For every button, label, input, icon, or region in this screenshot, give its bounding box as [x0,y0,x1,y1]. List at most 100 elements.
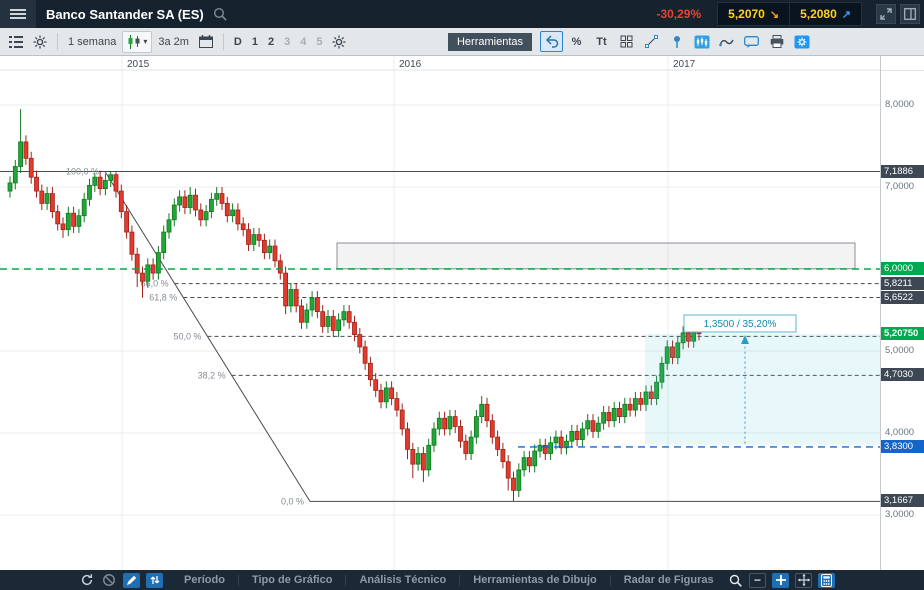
calculator-icon [821,573,832,587]
gear-icon [33,35,47,48]
gear-icon [332,35,346,48]
pan-crosshair-icon [797,574,810,586]
price-up-arrow-icon: ↗ [841,8,851,21]
menu-radar-figuras[interactable]: Radar de Figuras [623,574,714,586]
minus-icon: − [753,573,761,587]
interval-3-button[interactable]: 3 [284,35,291,48]
price-level-label: 3,8300 [881,439,924,453]
svg-text:1,3500 / 35,20%: 1,3500 / 35,20% [704,319,777,330]
menu-button[interactable] [0,0,36,28]
divider [222,33,224,50]
svg-text:50,0 %: 50,0 % [173,331,201,341]
layout-settings-button[interactable] [328,31,350,53]
refresh-icon [81,574,93,586]
divider [609,574,611,586]
svg-text:2016: 2016 [399,59,422,70]
menu-herramientas-dibujo[interactable]: Herramientas de Dibujo [473,574,597,586]
price-axis[interactable]: 8,0000 7,0000 6,0000 5,0000 4,0000 3,0000 7,18… [880,56,924,570]
callout-tool-button[interactable] [740,31,763,52]
svg-text:66,0 %: 66,0 % [141,279,169,289]
percent-scale-button[interactable]: % [571,35,582,48]
price-chart[interactable]: 2015 2016 2017 100,0 % 66,0 % 61,8 % 50,0 % 38,… [0,56,880,570]
chart-style-button[interactable]: ▾ [122,30,153,53]
pin-tool-button[interactable] [665,31,688,52]
buy-price: 5,2080 [800,7,837,21]
zoom-search-button[interactable] [729,574,742,587]
undo-button[interactable] [540,31,563,52]
plus-icon [775,575,786,585]
callout-icon [744,35,759,48]
price-level-label: 5,6522 [881,290,924,304]
svg-text:38,2 %: 38,2 % [198,370,226,380]
calendar-button[interactable] [195,31,217,53]
change-percent: -30,29% [656,7,702,21]
interval-daily-button[interactable]: D [233,35,242,48]
print-button[interactable] [765,31,788,52]
zoom-in-button[interactable] [772,572,789,588]
svg-text:2015: 2015 [127,59,150,70]
divider [459,574,461,586]
chart-canvas[interactable]: 2015 2016 2017 100,0 % 66,0 % 61,8 % 50,0 % 38,… [0,56,880,570]
grid-icon [620,35,633,48]
period-dropdown[interactable]: 1 semana [68,35,117,48]
interval-1-button[interactable]: 1 [251,35,258,48]
price-down-arrow-icon: ↘ [769,8,780,21]
price-level-label: 7,1886 [881,164,924,178]
pencil-icon [127,575,137,585]
expand-window-button[interactable] [876,4,896,24]
price-level-label: 5,8211 [881,276,924,290]
price-level-label: 3,1667 [881,494,924,508]
interval-2-button[interactable]: 2 [267,35,275,48]
pin-icon [673,36,680,48]
menu-tipo-grafico[interactable]: Tipo de Gráfico [251,574,333,586]
overlay-chart-button[interactable] [690,31,713,52]
chevron-down-icon: ▾ [143,37,148,46]
divider [345,574,347,586]
reorder-button[interactable] [146,572,163,588]
search-icon[interactable] [213,7,227,21]
grid-toggle-button[interactable] [615,31,638,52]
expand-icon [880,8,892,20]
sell-price: 5,2070 [728,7,765,21]
calculator-button[interactable] [818,572,835,588]
trendline-tool-button[interactable] [640,31,663,52]
interval-5-button[interactable]: 5 [316,35,323,48]
zoom-controls: − [725,572,924,588]
zoom-out-button[interactable]: − [749,572,766,588]
axis-tick-label: 8,0000 [885,99,915,110]
menu-periodo[interactable]: Período [184,574,225,586]
sell-price-button[interactable]: 5,2070 ↘ [718,3,789,25]
range-dropdown[interactable]: 3a 2m [158,35,189,48]
price-level-label: 6,0000 [881,262,924,275]
buy-price-button[interactable]: 5,2080 ↗ [789,3,861,25]
layout-window-button[interactable] [900,4,920,24]
interval-4-button[interactable]: 4 [300,35,307,48]
undo-arrow-icon [545,35,558,48]
tools-label: Herramientas [447,32,532,51]
axis-tick-label: 4,0000 [885,427,915,438]
axis-tick-label: 5,0000 [885,345,915,356]
up-down-arrows-icon [150,576,159,584]
text-tool-button[interactable]: Tt [596,35,607,48]
svg-text:61,8 %: 61,8 % [149,293,177,303]
divider [881,70,924,71]
disable-drawings-button[interactable] [102,573,116,587]
magnifier-icon [729,574,742,587]
chart-toolbar: 1 semana ▾ 3a 2m D 1 2 3 4 5 Herramienta… [0,28,924,56]
refresh-button[interactable] [80,573,94,587]
watchlist-button[interactable] [5,31,27,53]
axis-tick-label: 3,0000 [885,509,915,520]
menu-analisis-tecnico[interactable]: Análisis Técnico [359,574,447,586]
bottom-menu: Período Tipo de Gráfico Análisis Técnico… [184,574,714,586]
blue-gear-icon [794,35,809,48]
overlay-chart-icon [694,35,709,48]
pan-button[interactable] [795,572,812,588]
quote-panel: 5,2070 ↘ 5,2080 ↗ [717,2,862,26]
edit-drawings-button[interactable] [123,572,140,588]
hamburger-icon [10,7,26,21]
advanced-settings-button[interactable] [790,31,813,52]
svg-text:0,0 %: 0,0 % [281,496,304,506]
no-entry-icon [103,574,115,586]
chart-settings-button[interactable] [29,31,51,53]
indicator-button[interactable] [715,31,738,52]
